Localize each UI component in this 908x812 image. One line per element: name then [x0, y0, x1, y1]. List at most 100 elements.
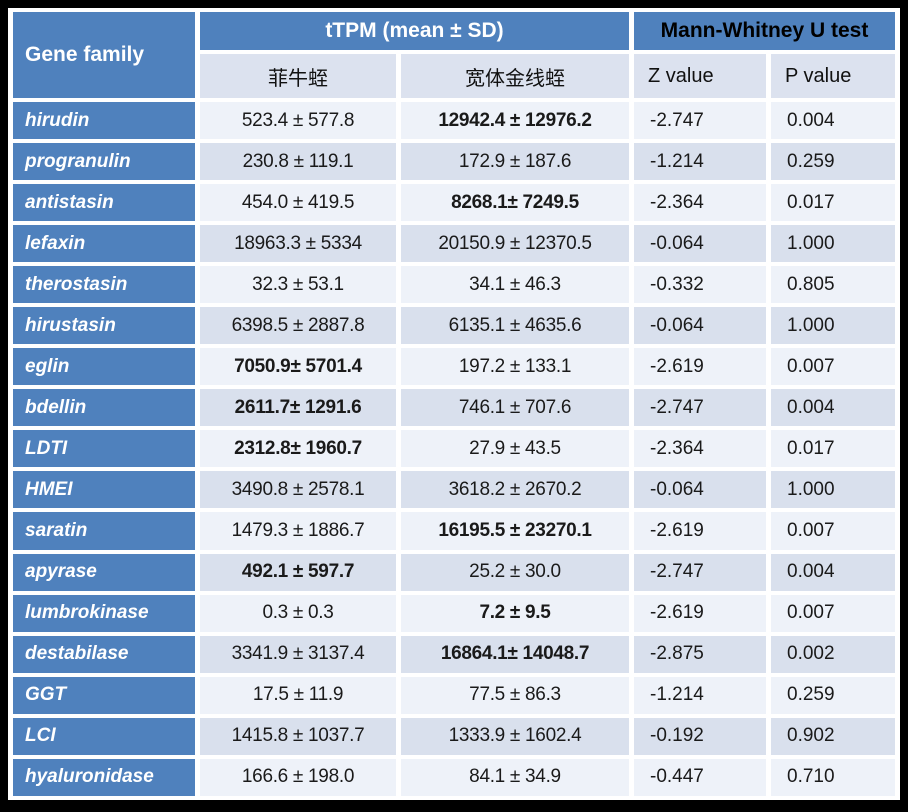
wp-value-cell: 746.1 ± 707.6 [401, 389, 629, 427]
table-row: antistasin 454.0 ± 419.5 8268.1± 7249.5 … [13, 184, 896, 222]
table-row: apyrase 492.1 ± 597.7 25.2 ± 30.0 -2.747… [13, 553, 896, 591]
z-value-cell: -2.619 [634, 348, 766, 386]
gene-name-cell: eglin [13, 348, 195, 386]
p-value-cell: 0.002 [771, 635, 896, 673]
p-value-cell: 0.007 [771, 594, 896, 632]
p-value-cell: 0.004 [771, 102, 896, 140]
gene-name-cell: GGT [13, 676, 195, 714]
wp-value-cell: 16864.1± 14048.7 [401, 635, 629, 673]
p-value-cell: 0.017 [771, 184, 896, 222]
wp-value-cell: 34.1 ± 46.3 [401, 266, 629, 304]
table-row: saratin 1479.3 ± 1886.7 16195.5 ± 23270.… [13, 512, 896, 550]
z-value-cell: -1.214 [634, 676, 766, 714]
wp-value-cell: 27.9 ± 43.5 [401, 430, 629, 468]
hm-value-cell: 2312.8± 1960.7 [200, 430, 396, 468]
hm-value-cell: 6398.5 ± 2887.8 [200, 307, 396, 345]
z-value-cell: -2.747 [634, 553, 766, 591]
gene-name-cell: lefaxin [13, 225, 195, 263]
gene-name-cell: hirudin [13, 102, 195, 140]
z-value-cell: -2.619 [634, 512, 766, 550]
p-value-cell: 0.007 [771, 512, 896, 550]
gene-name-cell: LCI [13, 717, 195, 755]
subheader-species-hm: 菲牛蛭 [200, 54, 396, 98]
header-row-1: Gene family tTPM (mean ± SD) Mann-Whitne… [13, 12, 896, 98]
hm-value-cell: 166.6 ± 198.0 [200, 758, 396, 796]
gene-name-cell: HMEI [13, 471, 195, 509]
z-value-cell: -0.064 [634, 471, 766, 509]
wp-value-cell: 1333.9 ± 1602.4 [401, 717, 629, 755]
hm-value-cell: 523.4 ± 577.8 [200, 102, 396, 140]
table-row: therostasin 32.3 ± 53.1 34.1 ± 46.3 -0.3… [13, 266, 896, 304]
gene-name-cell: apyrase [13, 553, 195, 591]
table-row: LDTI 2312.8± 1960.7 27.9 ± 43.5 -2.364 0… [13, 430, 896, 468]
hm-value-cell: 1479.3 ± 1886.7 [200, 512, 396, 550]
hm-value-cell: 2611.7± 1291.6 [200, 389, 396, 427]
wp-value-cell: 7.2 ± 9.5 [401, 594, 629, 632]
p-value-cell: 0.017 [771, 430, 896, 468]
table-row: destabilase 3341.9 ± 3137.4 16864.1± 140… [13, 635, 896, 673]
wp-value-cell: 197.2 ± 133.1 [401, 348, 629, 386]
table-row: hirudin 523.4 ± 577.8 12942.4 ± 12976.2 … [13, 102, 896, 140]
gene-name-cell: hirustasin [13, 307, 195, 345]
z-value-cell: -2.747 [634, 102, 766, 140]
p-value-cell: 0.805 [771, 266, 896, 304]
wp-value-cell: 6135.1 ± 4635.6 [401, 307, 629, 345]
gene-expression-table: Gene family tTPM (mean ± SD) Mann-Whitne… [8, 8, 900, 800]
hm-value-cell: 32.3 ± 53.1 [200, 266, 396, 304]
gene-name-cell: lumbrokinase [13, 594, 195, 632]
table-row: lefaxin 18963.3 ± 5334 20150.9 ± 12370.5… [13, 225, 896, 263]
header-row-2: 菲牛蛭 宽体金线蛭 Z value P value [13, 54, 896, 98]
table-row: eglin 7050.9± 5701.4 197.2 ± 133.1 -2.61… [13, 348, 896, 386]
gene-name-cell: hyaluronidase [13, 758, 195, 796]
z-value-cell: -0.192 [634, 717, 766, 755]
p-value-cell: 0.710 [771, 758, 896, 796]
gene-name-cell: bdellin [13, 389, 195, 427]
hm-value-cell: 3341.9 ± 3137.4 [200, 635, 396, 673]
header-ttpm: tTPM (mean ± SD) [200, 12, 629, 50]
gene-name-cell: antistasin [13, 184, 195, 222]
wp-value-cell: 8268.1± 7249.5 [401, 184, 629, 222]
table-background: Gene family tTPM (mean ± SD) Mann-Whitne… [8, 8, 900, 800]
wp-value-cell: 84.1 ± 34.9 [401, 758, 629, 796]
wp-value-cell: 20150.9 ± 12370.5 [401, 225, 629, 263]
wp-value-cell: 3618.2 ± 2670.2 [401, 471, 629, 509]
p-value-cell: 1.000 [771, 471, 896, 509]
table-row: HMEI 3490.8 ± 2578.1 3618.2 ± 2670.2 -0.… [13, 471, 896, 509]
hm-value-cell: 492.1 ± 597.7 [200, 553, 396, 591]
z-value-cell: -2.747 [634, 389, 766, 427]
subheader-z-value: Z value [634, 54, 766, 98]
wp-value-cell: 25.2 ± 30.0 [401, 553, 629, 591]
header-gene-family: Gene family [13, 12, 195, 98]
z-value-cell: -2.364 [634, 184, 766, 222]
p-value-cell: 0.259 [771, 143, 896, 181]
p-value-cell: 0.007 [771, 348, 896, 386]
wp-value-cell: 77.5 ± 86.3 [401, 676, 629, 714]
z-value-cell: -0.064 [634, 225, 766, 263]
z-value-cell: -2.364 [634, 430, 766, 468]
table-row: hyaluronidase 166.6 ± 198.0 84.1 ± 34.9 … [13, 758, 896, 796]
p-value-cell: 0.004 [771, 389, 896, 427]
p-value-cell: 0.004 [771, 553, 896, 591]
hm-value-cell: 3490.8 ± 2578.1 [200, 471, 396, 509]
table-row: GGT 17.5 ± 11.9 77.5 ± 86.3 -1.214 0.259 [13, 676, 896, 714]
table-row: bdellin 2611.7± 1291.6 746.1 ± 707.6 -2.… [13, 389, 896, 427]
gene-name-cell: LDTI [13, 430, 195, 468]
gene-name-cell: destabilase [13, 635, 195, 673]
hm-value-cell: 7050.9± 5701.4 [200, 348, 396, 386]
header-mann-whitney: Mann-Whitney U test [634, 12, 896, 50]
z-value-cell: -0.064 [634, 307, 766, 345]
p-value-cell: 0.902 [771, 717, 896, 755]
p-value-cell: 1.000 [771, 307, 896, 345]
subheader-p-value: P value [771, 54, 896, 98]
subheader-species-wp: 宽体金线蛭 [401, 54, 629, 98]
z-value-cell: -0.447 [634, 758, 766, 796]
hm-value-cell: 17.5 ± 11.9 [200, 676, 396, 714]
hm-value-cell: 230.8 ± 119.1 [200, 143, 396, 181]
hm-value-cell: 0.3 ± 0.3 [200, 594, 396, 632]
p-value-cell: 0.259 [771, 676, 896, 714]
wp-value-cell: 172.9 ± 187.6 [401, 143, 629, 181]
table-row: progranulin 230.8 ± 119.1 172.9 ± 187.6 … [13, 143, 896, 181]
hm-value-cell: 454.0 ± 419.5 [200, 184, 396, 222]
wp-value-cell: 12942.4 ± 12976.2 [401, 102, 629, 140]
